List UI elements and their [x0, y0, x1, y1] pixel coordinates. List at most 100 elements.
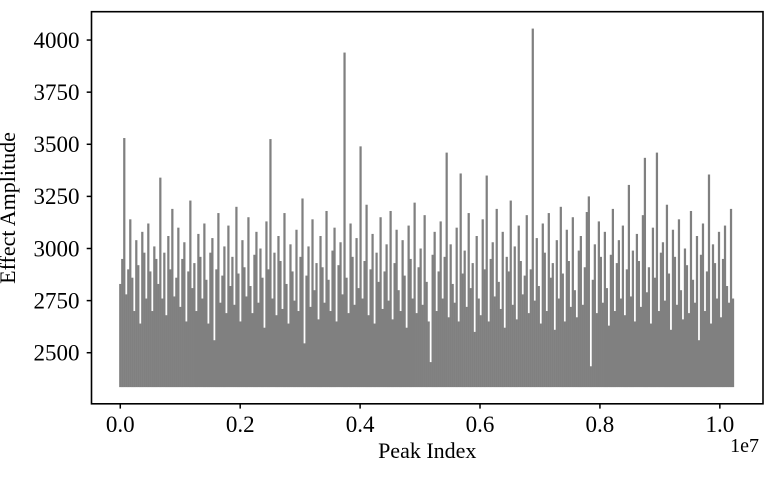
envelope-bar: [423, 215, 426, 388]
envelope-bar: [395, 229, 398, 388]
envelope-bar: [637, 261, 641, 388]
envelope-bar: [375, 252, 378, 388]
envelope-bar: [497, 281, 500, 388]
envelope-bar: [159, 177, 162, 388]
envelope-bar: [577, 250, 580, 388]
envelope-bar: [303, 343, 306, 388]
envelope-bar: [279, 261, 282, 388]
envelope-bar: [443, 256, 446, 388]
y-axis-ticks: 2500 2750 3000 3250 3500 3750 4000: [34, 28, 92, 366]
envelope-bar: [647, 267, 651, 388]
envelope-bar: [331, 250, 334, 388]
envelope-bar: [357, 288, 360, 388]
envelope-bar: [181, 258, 184, 388]
envelope-bar: [455, 227, 458, 388]
envelope-bar: [565, 229, 568, 388]
envelope-bar: [251, 313, 254, 388]
envelope-bar: [673, 256, 677, 388]
envelope-bar: [481, 219, 484, 388]
envelope-bar: [465, 306, 468, 388]
x-axis-ticks: 0.0 0.2 0.4 0.6 0.8 1.0: [106, 403, 734, 437]
envelope-bar: [247, 217, 250, 388]
envelope-bar: [579, 236, 582, 388]
envelope-bar: [243, 267, 246, 388]
envelope-bar: [655, 152, 659, 388]
envelope-bar: [377, 281, 380, 388]
envelope-bar: [271, 298, 274, 388]
envelope-bar: [649, 323, 653, 388]
envelope-bar: [663, 300, 667, 388]
envelope-bar: [695, 236, 699, 388]
envelope-bar: [267, 269, 270, 388]
envelope-bar: [367, 315, 370, 388]
envelope-bar: [127, 269, 130, 388]
envelope-bar: [721, 258, 725, 388]
envelope-bar: [289, 244, 292, 388]
envelope-bar: [389, 210, 392, 388]
envelope-bar: [697, 340, 701, 388]
envelope-bar: [541, 223, 544, 388]
envelope-bar: [145, 298, 148, 388]
envelope-bar: [355, 238, 358, 388]
envelope-bar: [719, 317, 723, 388]
envelope-bar: [413, 202, 416, 388]
envelope-bar: [183, 242, 186, 388]
envelope-bar: [147, 223, 150, 388]
envelope-bar: [529, 269, 532, 388]
envelope-bar: [379, 217, 382, 388]
envelope-bar: [645, 292, 649, 388]
envelope-bar: [315, 263, 318, 388]
envelope-bar: [225, 313, 228, 388]
envelope-bar: [561, 273, 564, 388]
plot-frame: [90, 10, 764, 405]
envelope-bar: [643, 157, 647, 388]
envelope-bar: [473, 331, 476, 388]
envelope-bar: [151, 311, 154, 388]
envelope-bar: [483, 269, 486, 388]
envelope-bar: [207, 323, 210, 388]
envelope-bar: [155, 258, 158, 388]
envelope-bar: [633, 321, 637, 388]
envelope-bar: [629, 296, 633, 388]
y-tick-label: 4000: [34, 28, 80, 53]
y-tick-label: 3500: [34, 132, 80, 157]
envelope-bar: [205, 279, 208, 388]
envelope-bar: [373, 323, 376, 388]
envelope-bar: [361, 298, 364, 388]
envelope-bar: [665, 204, 669, 388]
envelope-bar: [381, 308, 384, 388]
envelope-bar: [537, 286, 540, 388]
envelope-bar: [533, 300, 536, 388]
envelope-bar: [509, 200, 512, 388]
envelope-bar: [157, 283, 160, 388]
envelope-bar: [659, 252, 663, 388]
envelope-bar: [371, 233, 374, 388]
envelope-bar: [503, 327, 506, 388]
envelope-bar: [349, 223, 352, 388]
envelope-bar: [671, 229, 675, 388]
envelope-bar: [621, 225, 625, 388]
envelope-bar: [301, 198, 304, 388]
envelope-bar: [447, 317, 450, 388]
envelope-bar: [383, 271, 386, 388]
envelope-bar: [199, 256, 202, 388]
envelope-bar: [283, 213, 286, 388]
envelope-bar: [123, 138, 126, 388]
envelope-bar: [601, 302, 604, 388]
envelope-bar: [351, 256, 354, 388]
envelope-bar: [603, 231, 606, 388]
envelope-bar: [171, 208, 174, 388]
envelope-bar: [119, 283, 122, 388]
envelope-bar: [143, 252, 146, 388]
envelope-bar: [299, 256, 302, 388]
y-tick-label: 2750: [34, 288, 80, 313]
envelope-bar: [411, 298, 414, 388]
envelope-bar: [513, 246, 516, 388]
envelope-bar: [403, 275, 406, 388]
envelope-bar: [479, 315, 482, 388]
envelope-bar: [475, 236, 478, 388]
envelope-bar: [187, 271, 190, 388]
envelope-bar: [433, 231, 436, 388]
envelope-bar: [713, 263, 717, 388]
envelope-bar: [329, 311, 332, 388]
